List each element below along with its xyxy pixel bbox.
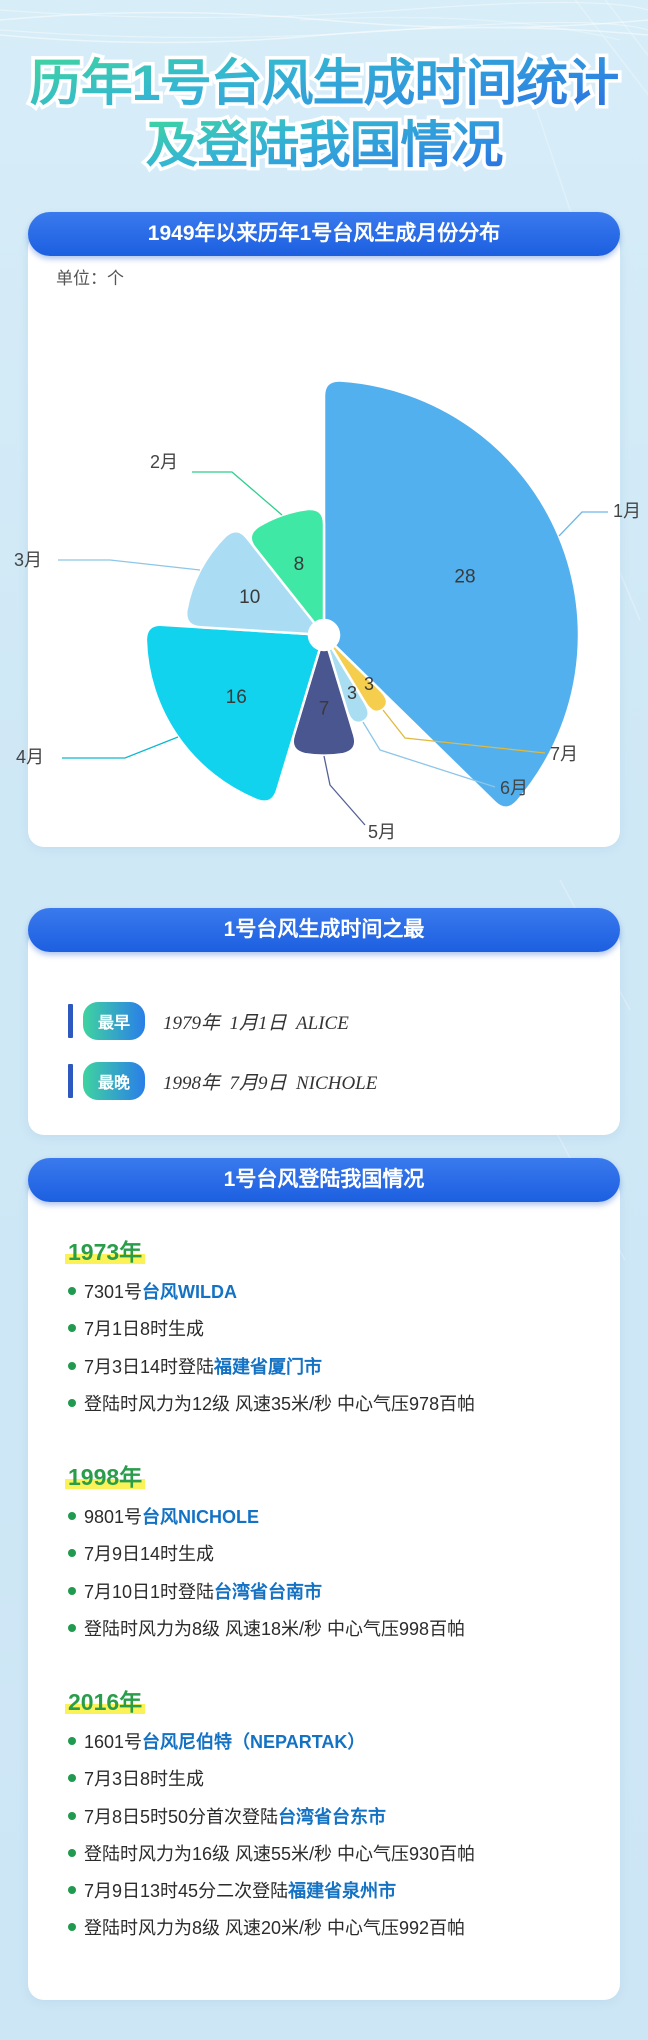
svg-text:10: 10 bbox=[239, 587, 260, 608]
svg-text:7月: 7月 bbox=[550, 744, 578, 764]
svg-text:2月: 2月 bbox=[150, 452, 178, 472]
svg-text:3: 3 bbox=[364, 674, 374, 694]
svg-text:7: 7 bbox=[319, 698, 330, 719]
svg-text:3: 3 bbox=[347, 683, 357, 703]
svg-text:3月: 3月 bbox=[14, 550, 42, 570]
svg-text:6月: 6月 bbox=[500, 778, 528, 798]
svg-text:1月: 1月 bbox=[613, 501, 641, 521]
svg-text:4月: 4月 bbox=[16, 747, 44, 767]
svg-text:5月: 5月 bbox=[368, 822, 396, 842]
svg-text:28: 28 bbox=[454, 567, 475, 588]
svg-text:16: 16 bbox=[226, 687, 247, 708]
svg-text:8: 8 bbox=[294, 554, 305, 575]
